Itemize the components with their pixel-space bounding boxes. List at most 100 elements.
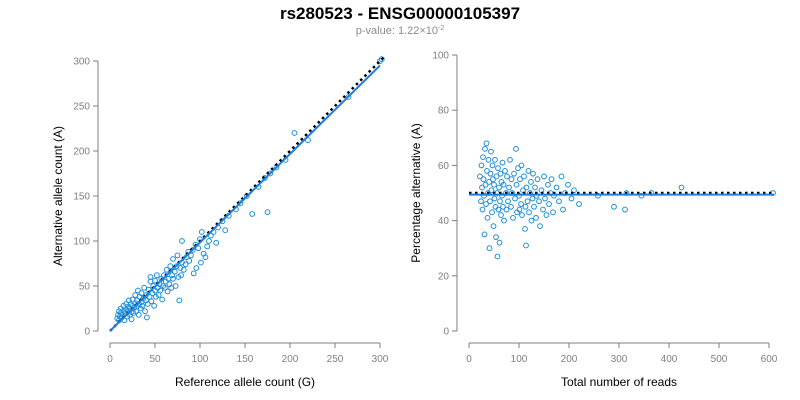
data-point — [163, 266, 170, 273]
x-tick-label: 300 — [372, 354, 389, 365]
data-point — [147, 274, 154, 280]
x-tick-label: 0 — [466, 354, 472, 365]
data-point — [512, 195, 518, 202]
data-point — [151, 302, 158, 309]
data-point — [190, 270, 197, 277]
data-point — [503, 206, 510, 213]
data-point — [482, 181, 489, 188]
data-point — [135, 311, 142, 318]
data-point — [492, 203, 499, 210]
data-point — [291, 130, 298, 136]
data-point — [479, 206, 486, 213]
data-point — [489, 162, 496, 169]
data-point — [543, 212, 550, 218]
data-point — [491, 195, 498, 202]
data-point — [481, 192, 487, 199]
data-point — [202, 254, 209, 261]
subtitle-exponent: -2 — [438, 25, 445, 32]
data-point — [477, 173, 483, 180]
x-tick-label: 200 — [282, 354, 299, 365]
data-point — [502, 168, 508, 174]
data-point — [541, 173, 547, 180]
data-point — [611, 203, 617, 210]
data-point — [188, 252, 194, 259]
data-point — [478, 162, 485, 169]
data-point — [515, 165, 521, 172]
y-tick-label: 40 — [438, 216, 450, 227]
x-axis-label: Total number of reads — [561, 375, 677, 389]
data-point — [490, 176, 496, 183]
data-point — [484, 168, 490, 174]
fit-line — [109, 64, 381, 332]
subtitle-pvalue: p-value: 1.22×10 — [355, 25, 439, 37]
data-point — [496, 184, 502, 191]
data-point — [678, 184, 685, 191]
x-tick-label: 400 — [661, 354, 678, 365]
data-point — [508, 203, 514, 210]
data-point — [528, 217, 535, 224]
data-point — [517, 176, 523, 183]
x-tick-label: 100 — [511, 354, 528, 365]
data-point — [176, 297, 183, 304]
data-point — [501, 217, 507, 224]
data-point — [530, 170, 536, 177]
x-tick-label: 0 — [107, 354, 113, 365]
data-point — [495, 206, 502, 213]
data-point — [160, 283, 167, 289]
data-point — [481, 231, 488, 238]
data-point — [511, 170, 517, 177]
data-point — [506, 184, 512, 191]
data-point — [144, 314, 150, 321]
data-point — [490, 223, 497, 230]
y-axis-label: Percentage alternative (A) — [409, 123, 423, 262]
data-point — [497, 170, 504, 177]
data-point — [485, 156, 492, 163]
data-point — [560, 206, 566, 213]
y-tick-label: 0 — [84, 327, 90, 338]
data-point — [144, 301, 151, 307]
data-point — [565, 181, 571, 188]
y-tick-label: 60 — [438, 161, 450, 172]
y-tick-label: 250 — [73, 102, 90, 113]
data-point — [249, 211, 256, 217]
data-point — [174, 252, 181, 259]
data-point — [518, 201, 524, 207]
chart-subtitle: p-value: 1.22×10-2 — [0, 25, 800, 37]
data-point — [204, 243, 211, 250]
data-point — [261, 175, 268, 181]
data-point — [493, 234, 499, 241]
data-point — [505, 198, 511, 205]
data-point — [489, 209, 495, 216]
data-point — [135, 287, 141, 294]
data-point — [532, 184, 538, 191]
data-point — [536, 198, 542, 205]
data-point — [499, 192, 505, 199]
data-point — [206, 238, 212, 244]
y-tick-label: 80 — [438, 106, 450, 117]
data-point — [523, 242, 529, 249]
data-point — [305, 137, 311, 144]
data-point — [546, 201, 552, 207]
x-tick-label: 50 — [149, 354, 161, 365]
x-tick-label: 250 — [327, 354, 344, 365]
data-point — [484, 214, 491, 221]
data-point — [482, 145, 488, 152]
data-point — [524, 198, 531, 205]
data-point — [178, 272, 185, 279]
data-point — [496, 239, 503, 246]
data-point — [595, 192, 601, 199]
x-tick-label: 300 — [611, 354, 628, 365]
data-point — [180, 266, 187, 273]
data-point — [488, 148, 494, 155]
data-point — [522, 225, 528, 232]
data-point — [548, 176, 555, 183]
data-point — [219, 218, 226, 225]
data-point — [153, 272, 160, 279]
data-point — [553, 184, 560, 191]
y-tick-label: 0 — [443, 327, 449, 338]
x-tick-label: 100 — [192, 354, 209, 365]
data-point — [264, 209, 271, 216]
data-point — [172, 283, 179, 289]
data-point — [545, 181, 551, 188]
